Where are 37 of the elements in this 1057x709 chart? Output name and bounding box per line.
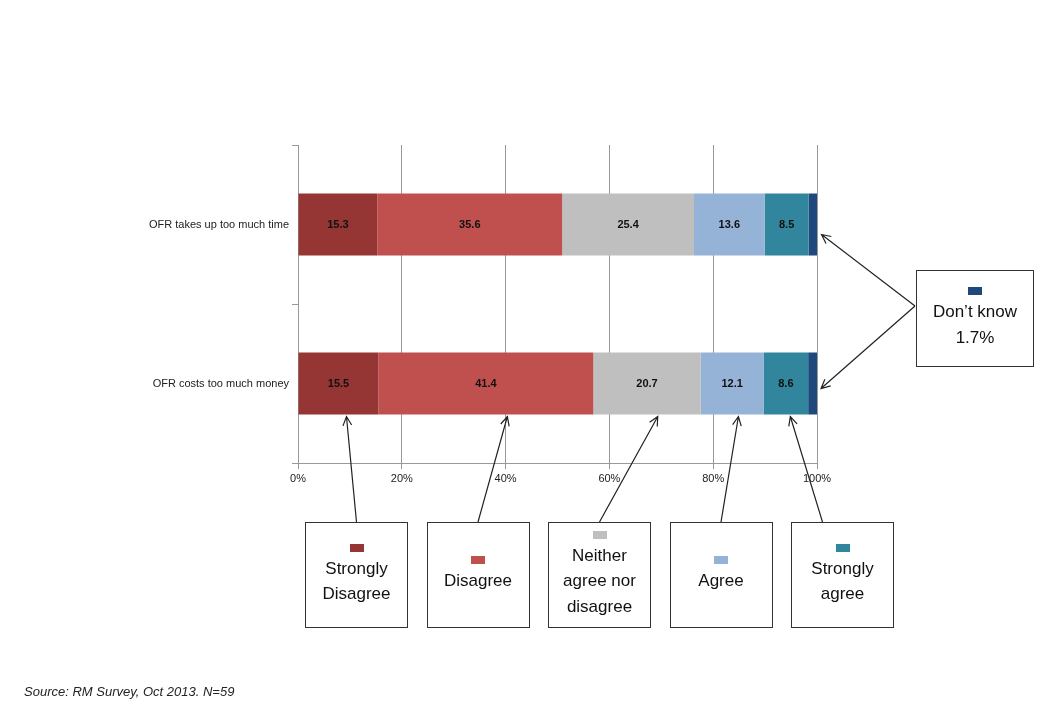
bar bbox=[562, 193, 694, 256]
legend-label: Don’t know bbox=[932, 301, 1018, 323]
x-tick-label: 20% bbox=[390, 471, 414, 484]
bar bbox=[700, 352, 764, 415]
data-label: 8.5 bbox=[778, 217, 795, 230]
legend-label: Agree bbox=[698, 570, 744, 593]
legend-label: Strongly Disagree bbox=[321, 557, 392, 605]
bar bbox=[377, 193, 563, 256]
legend-label: Disagree bbox=[443, 570, 513, 593]
x-tick-label: 80% bbox=[702, 471, 725, 484]
data-label: 25.4 bbox=[617, 217, 640, 230]
source-note: Source: RM Survey, Oct 2013. N=59 bbox=[24, 684, 235, 699]
data-label: 35.6 bbox=[459, 217, 481, 230]
bar bbox=[808, 193, 817, 256]
bar bbox=[694, 193, 765, 256]
bar bbox=[764, 193, 809, 256]
data-label: 15.5 bbox=[327, 376, 350, 389]
legend-label: Neither agree nor disagree bbox=[562, 544, 637, 618]
bar bbox=[298, 193, 378, 256]
data-label: 20.7 bbox=[636, 376, 658, 389]
x-tick-label: 60% bbox=[598, 471, 621, 484]
y-tick-label: OFR costs too much money bbox=[152, 376, 290, 389]
bar bbox=[593, 352, 701, 415]
data-label: 12.1 bbox=[721, 376, 743, 389]
x-tick-label: 40% bbox=[494, 471, 517, 484]
bar bbox=[378, 352, 594, 415]
legend-label: Strongly agree bbox=[810, 557, 875, 605]
y-tick-label: OFR takes up too much time bbox=[149, 217, 289, 230]
data-label: 13.6 bbox=[718, 217, 740, 230]
bar bbox=[808, 352, 817, 415]
text: 1.7% bbox=[955, 326, 995, 349]
data-label: 15.3 bbox=[327, 217, 349, 230]
data-label: 41.4 bbox=[475, 376, 498, 389]
data-label: 8.6 bbox=[778, 376, 794, 389]
x-tick-label: 0% bbox=[290, 471, 307, 484]
bar bbox=[763, 352, 809, 415]
bar bbox=[298, 352, 379, 415]
